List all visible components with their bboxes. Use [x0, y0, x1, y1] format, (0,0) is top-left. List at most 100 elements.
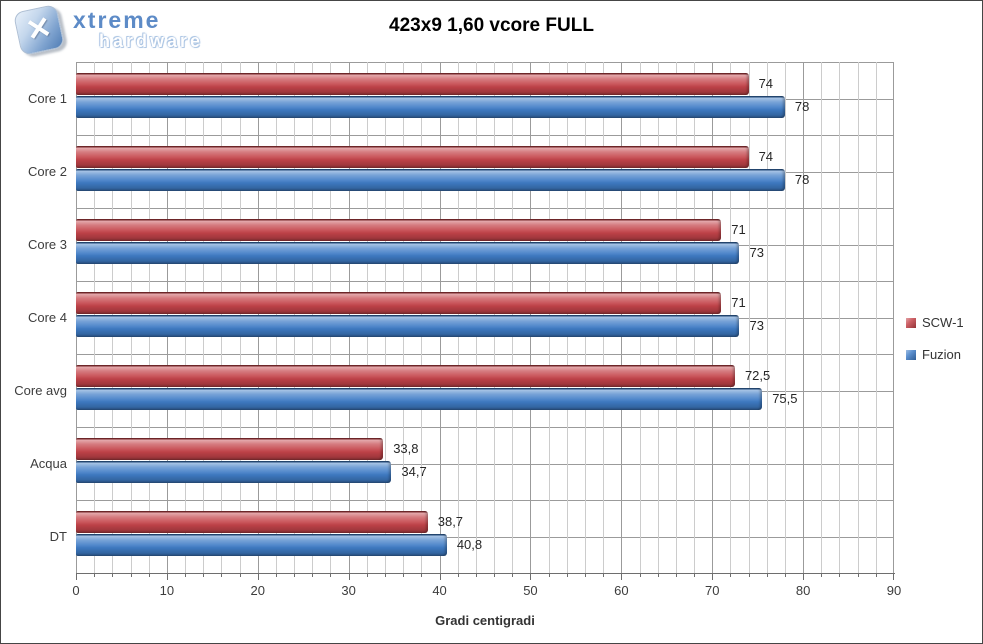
x-axis-minor-tick: [675, 574, 677, 577]
gridline-vertical-minor: [821, 62, 823, 573]
x-axis-minor-tick: [566, 574, 568, 577]
x-axis-major-tick: [439, 574, 441, 580]
legend-swatch-icon: [906, 349, 916, 360]
bar-fuzion-dt: [76, 534, 447, 556]
bar-value-label: 40,8: [456, 537, 483, 552]
category-label: Acqua: [30, 455, 67, 471]
legend-item-scw-1: SCW-1: [906, 315, 964, 330]
x-axis-tick-label: 40: [432, 583, 447, 598]
bar-scw-1-core-4: [76, 292, 722, 314]
x-axis-minor-tick: [185, 574, 187, 577]
gridline-vertical-minor: [784, 62, 786, 573]
chart-title: 423x9 1,60 vcore FULL: [389, 15, 594, 36]
bar-scw-1-core-2: [76, 146, 749, 168]
x-axis-minor-tick: [112, 574, 114, 577]
gridline-vertical-minor: [839, 62, 841, 573]
x-axis-minor-tick: [421, 574, 423, 577]
bar-value-label: 74: [758, 76, 774, 91]
gridline-horizontal: [76, 427, 894, 428]
x-axis-line: [76, 573, 895, 574]
gridline-horizontal: [76, 354, 894, 355]
x-axis-minor-tick: [221, 574, 223, 577]
x-axis-tick-label: 30: [341, 583, 356, 598]
x-axis-major-tick: [166, 574, 168, 580]
x-axis-minor-tick: [366, 574, 368, 577]
gridline-horizontal: [76, 208, 894, 209]
x-axis-minor-tick: [730, 574, 732, 577]
x-axis-major-tick: [621, 574, 623, 580]
brand-tile-icon: ✕: [12, 3, 66, 57]
x-axis-minor-tick: [748, 574, 750, 577]
legend-swatch-icon: [906, 317, 916, 328]
gridline-vertical-major: [893, 62, 894, 573]
category-label: Core 2: [27, 163, 67, 179]
bar-fuzion-acqua: [76, 461, 392, 483]
bar-value-label: 75,5: [772, 391, 798, 406]
x-axis-minor-tick: [548, 574, 550, 577]
bar-value-label: 78: [794, 99, 810, 114]
x-axis-major-tick: [76, 574, 77, 580]
x-axis-minor-tick: [130, 574, 132, 577]
x-axis-tick-label: 60: [614, 583, 629, 598]
gridline-horizontal: [76, 62, 894, 63]
gridline-vertical-minor: [857, 62, 859, 573]
category-label: Core 1: [27, 90, 67, 106]
bar-value-label: 33,8: [393, 441, 419, 456]
bar-value-label: 71: [731, 222, 746, 237]
gridline-horizontal: [76, 536, 894, 538]
x-axis-tick-label: 70: [704, 583, 720, 598]
x-axis-tick-label: 50: [523, 583, 538, 598]
bar-value-label: 34,7: [401, 464, 427, 479]
x-axis-minor-tick: [875, 574, 877, 577]
x-axis-minor-tick: [312, 574, 314, 577]
x-axis-minor-tick: [766, 574, 768, 577]
bar-value-label: 71: [731, 295, 746, 310]
x-axis-major-tick: [712, 574, 714, 580]
gridline-vertical-major: [803, 62, 805, 573]
category-label: Core avg: [14, 382, 67, 398]
bar-scw-1-dt: [76, 511, 428, 533]
brand-name-bottom: hardware: [99, 31, 204, 51]
x-axis-minor-tick: [494, 574, 496, 577]
x-axis-major-tick: [803, 574, 805, 580]
x-axis-major-tick: [893, 574, 894, 580]
x-axis-minor-tick: [603, 574, 605, 577]
bar-value-label: 73: [749, 245, 764, 260]
x-axis-minor-tick: [294, 574, 296, 577]
bar-fuzion-core-2: [76, 169, 785, 191]
x-axis-minor-tick: [239, 574, 241, 577]
bar-fuzion-core-1: [76, 96, 785, 118]
x-axis-major-tick: [257, 574, 259, 580]
bar-value-label: 78: [794, 172, 810, 187]
gridline-horizontal: [76, 500, 894, 501]
gridline-horizontal: [76, 463, 894, 465]
gridline-vertical-minor: [766, 62, 768, 573]
x-axis-minor-tick: [821, 574, 823, 577]
x-axis-minor-tick: [839, 574, 841, 577]
bar-fuzion-core-3: [76, 242, 740, 264]
gridline-vertical-minor: [748, 62, 750, 573]
bar-fuzion-core-avg: [76, 388, 763, 410]
legend-label: Fuzion: [922, 347, 962, 362]
x-axis-title: Gradi centigradi: [435, 613, 535, 628]
x-axis-major-tick: [530, 574, 532, 580]
bar-fuzion-core-4: [76, 315, 740, 337]
gridline-horizontal: [76, 281, 894, 282]
category-label: Core 4: [27, 309, 67, 325]
bar-value-label: 72,5: [744, 368, 771, 383]
gridline-horizontal: [76, 135, 894, 136]
brand-logo: ✕ xtreme hardware: [11, 3, 241, 57]
x-axis-tick-label: 90: [886, 583, 902, 598]
x-axis-minor-tick: [512, 574, 514, 577]
x-axis-minor-tick: [403, 574, 405, 577]
x-axis-minor-tick: [475, 574, 477, 577]
x-axis-tick-label: 80: [795, 583, 811, 598]
x-icon: ✕: [23, 10, 55, 49]
bar-value-label: 73: [749, 318, 764, 333]
x-axis-minor-tick: [639, 574, 641, 577]
x-axis-minor-tick: [694, 574, 696, 577]
x-axis-minor-tick: [385, 574, 387, 577]
x-axis-minor-tick: [784, 574, 786, 577]
bar-scw-1-core-3: [76, 219, 722, 241]
